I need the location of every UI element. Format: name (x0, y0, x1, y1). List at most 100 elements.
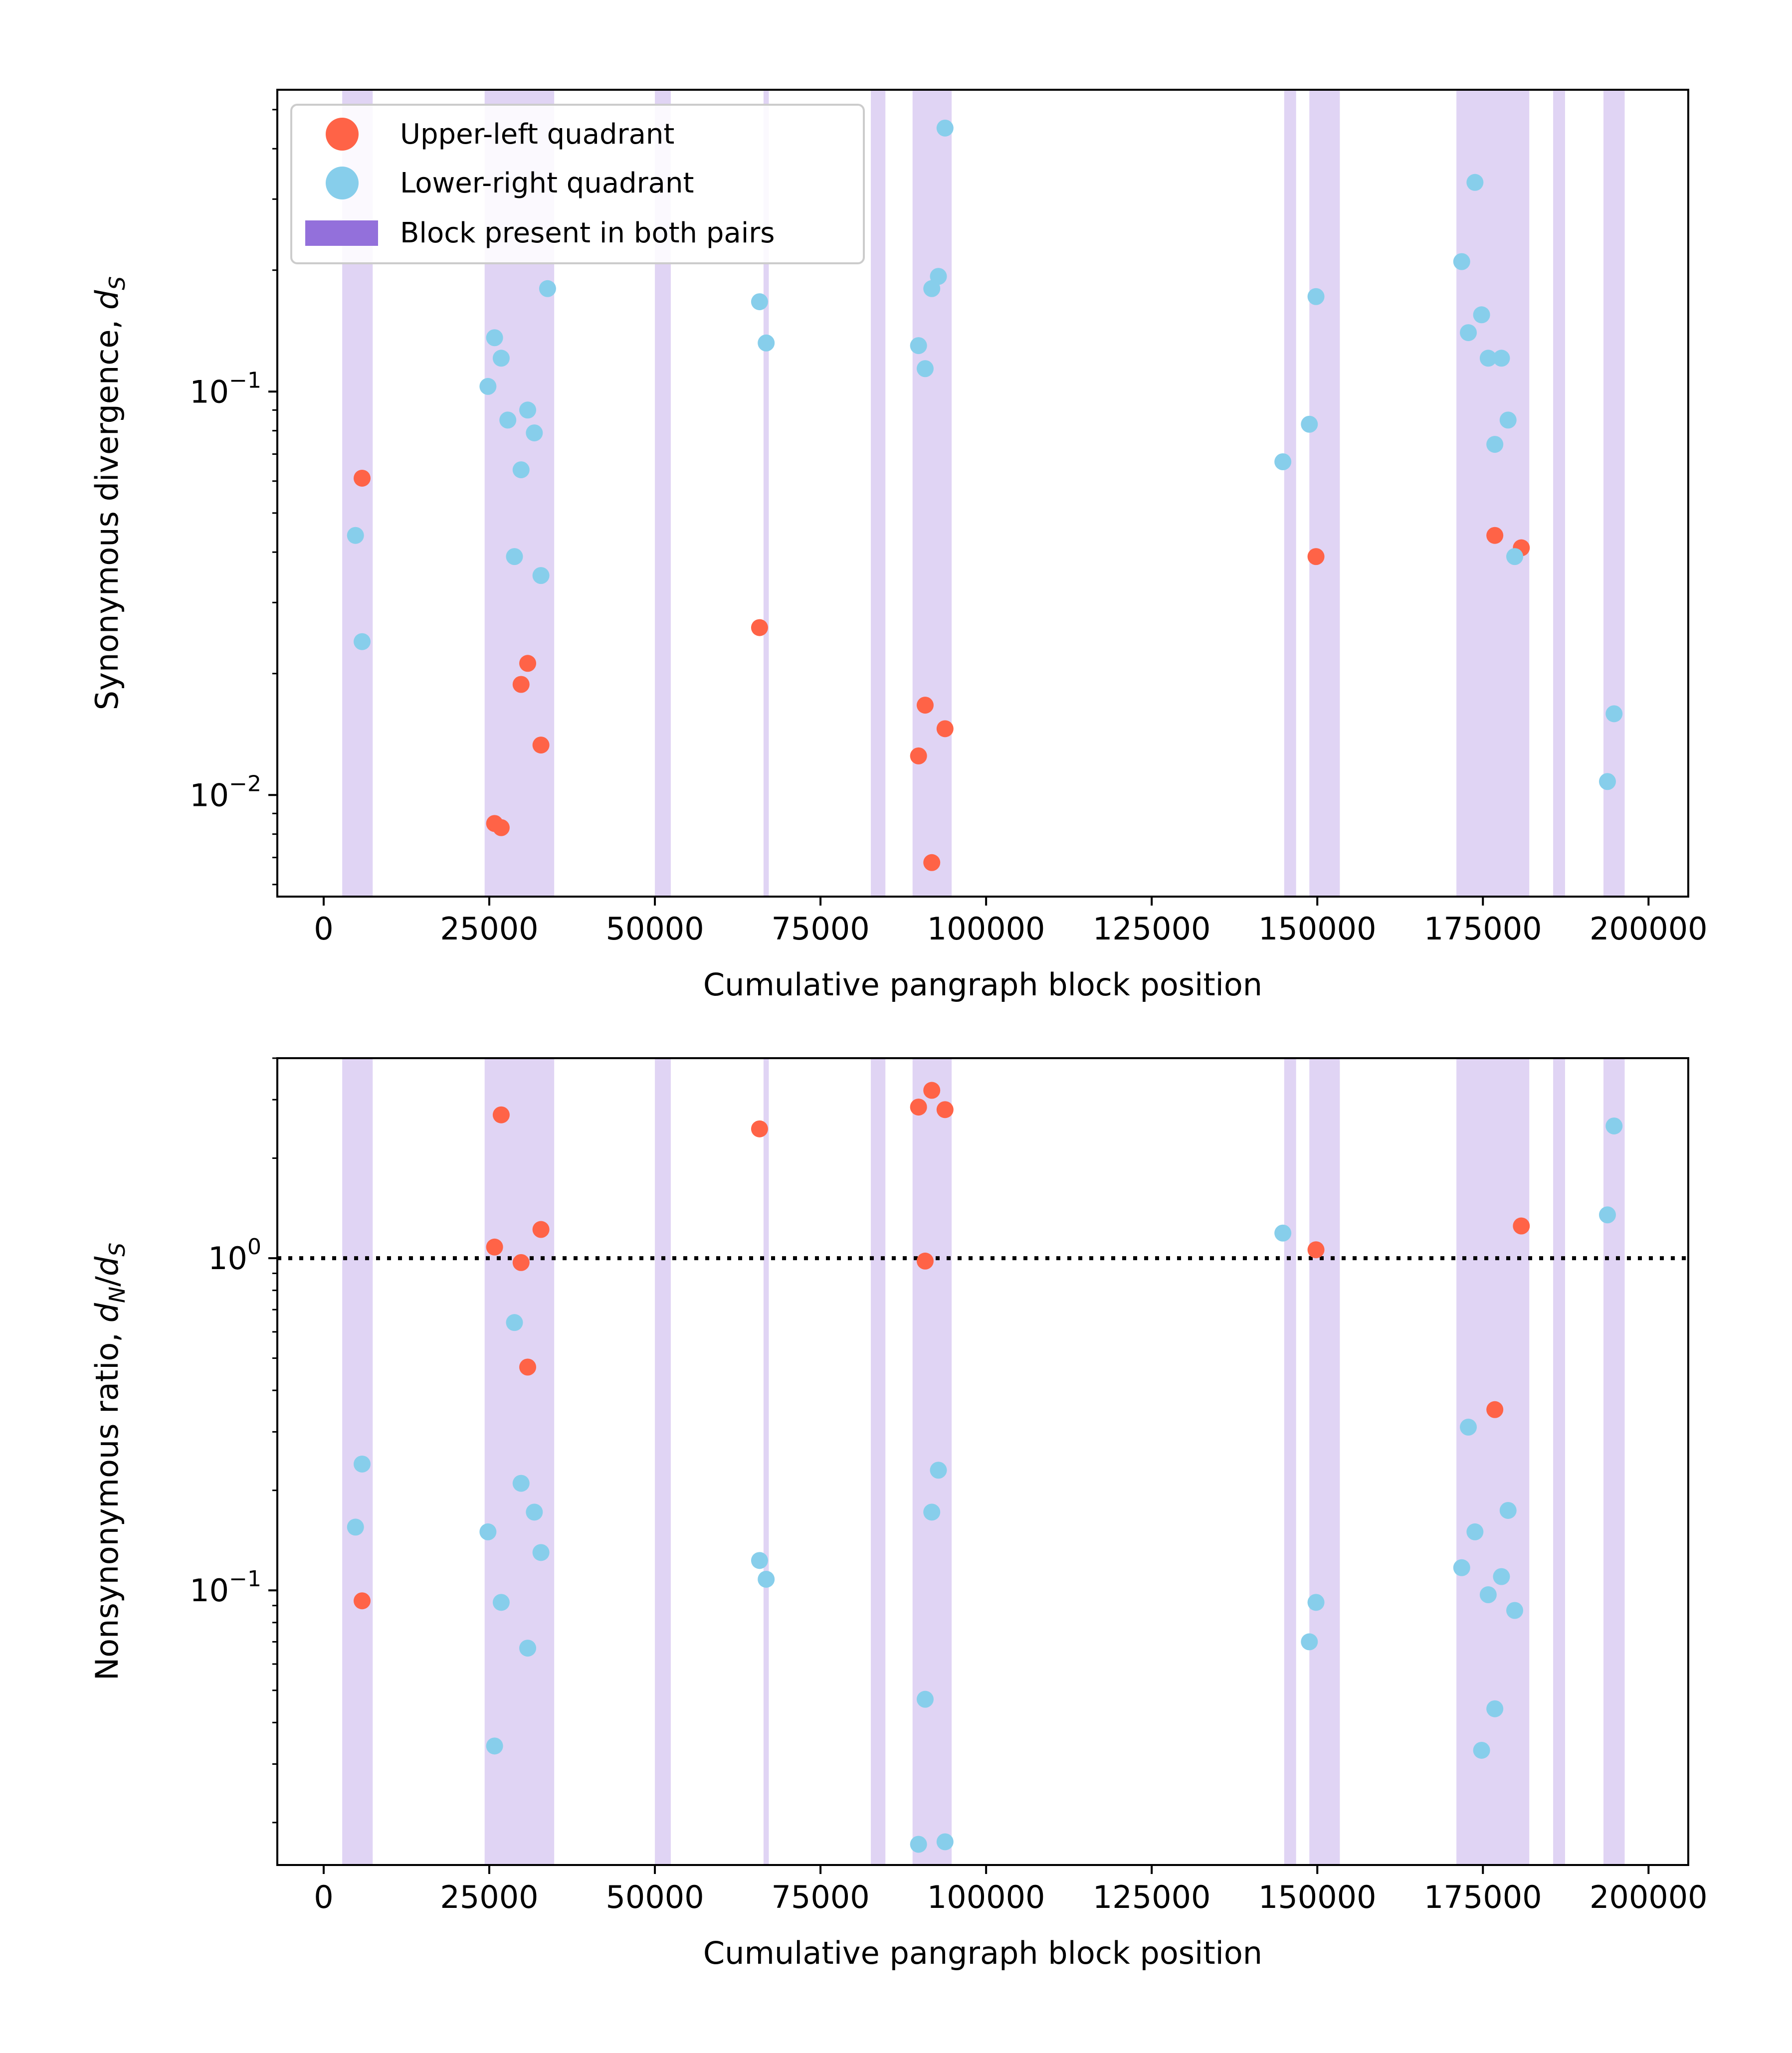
dnds-y-tick-label: 100 (208, 1234, 261, 1277)
ds-point-lower-right (1466, 174, 1484, 191)
ds-plot-frame (276, 89, 1689, 898)
ds-point-upper-left (936, 720, 954, 738)
dnds-point-lower-right (526, 1503, 543, 1521)
ds-point-upper-left (519, 655, 537, 672)
dnds-panel: 0 25000 50000 75000 100000 125000 150000 175000… (89, 1057, 1708, 1971)
dnds-shaded-block (484, 1058, 555, 1865)
ds-panel: 0 25000 50000 75000 100000 125000 150000 175000… (89, 89, 1708, 1003)
dnds-x-tick-label: 200000 (1590, 1879, 1708, 1915)
dnds-point-lower-right (936, 1833, 954, 1851)
ds-point-lower-right (1493, 350, 1510, 367)
ds-shaded-block (912, 90, 952, 897)
ds-x-tick-label: 200000 (1590, 911, 1708, 947)
legend-marker-block (305, 220, 378, 246)
ds-point-upper-left (751, 619, 768, 636)
ds-point-lower-right (1460, 324, 1477, 342)
dnds-point-upper-left (486, 1238, 503, 1256)
dnds-x-tick-label: 100000 (927, 1879, 1045, 1915)
dnds-x-tick-label: 175000 (1424, 1879, 1542, 1915)
dnds-point-lower-right (1479, 1586, 1497, 1604)
dnds-point-lower-right (1466, 1523, 1484, 1540)
dnds-point-lower-right (532, 1544, 550, 1561)
ds-point-lower-right (347, 527, 364, 544)
dnds-shaded-blocks (342, 1058, 1625, 1865)
ds-point-lower-right (751, 293, 768, 311)
dnds-x-tick-label: 150000 (1258, 1879, 1377, 1915)
ds-point-lower-right (526, 424, 543, 442)
dnds-x-tick-label: 25000 (440, 1879, 538, 1915)
dnds-point-lower-right (910, 1836, 927, 1853)
ds-point-lower-right (1598, 773, 1616, 790)
ds-x-tick-label: 100000 (927, 911, 1045, 947)
ds-point-lower-right (354, 633, 371, 650)
dnds-y-tick-label: 10−1 (190, 1566, 261, 1609)
ds-point-lower-right (758, 334, 775, 352)
dnds-point-lower-right (1598, 1206, 1616, 1224)
ds-point-lower-right (532, 567, 550, 584)
dnds-point-lower-right (479, 1523, 497, 1540)
dnds-shaded-block (871, 1058, 886, 1865)
dnds-point-upper-left (532, 1221, 550, 1238)
ds-point-upper-left (492, 819, 510, 836)
ds-y-tick-label: 10−1 (190, 368, 261, 410)
dnds-y-ticks: 10−1 100 (190, 1057, 277, 1824)
ds-point-lower-right (1486, 436, 1504, 453)
dnds-point-lower-right (354, 1455, 371, 1473)
ds-x-tick-label: 150000 (1258, 911, 1377, 947)
ds-x-axis-label: Cumulative pangraph block position (703, 966, 1262, 1003)
dnds-point-lower-right (1486, 1700, 1504, 1717)
dnds-point-lower-right (347, 1518, 364, 1536)
dnds-point-upper-left (916, 1252, 934, 1270)
dnds-shaded-block (1309, 1058, 1340, 1865)
dnds-points (347, 1082, 1623, 1853)
ds-point-lower-right (1605, 705, 1623, 723)
ds-point-lower-right (1499, 411, 1517, 429)
ds-point-upper-left (910, 747, 927, 764)
dnds-x-tick-label: 125000 (1093, 1879, 1211, 1915)
dnds-point-lower-right (519, 1640, 537, 1657)
dnds-point-upper-left (492, 1106, 510, 1123)
ds-point-lower-right (1479, 350, 1497, 367)
ds-y-tick-label: 10−2 (190, 771, 261, 813)
ds-point-lower-right (506, 548, 523, 565)
dnds-point-lower-right (506, 1314, 523, 1331)
ds-y-ticks: 10−2 10−1 (190, 109, 277, 886)
ds-point-lower-right (479, 377, 497, 395)
dnds-x-tick-label: 50000 (605, 1879, 704, 1915)
ds-point-lower-right (519, 401, 537, 419)
dnds-point-lower-right (1493, 1568, 1510, 1585)
ds-point-lower-right (499, 411, 517, 429)
dnds-point-lower-right (923, 1503, 941, 1521)
ds-points (347, 119, 1623, 871)
dnds-point-upper-left (1307, 1241, 1325, 1259)
dnds-point-lower-right (1274, 1224, 1292, 1242)
ds-point-lower-right (930, 268, 947, 285)
dnds-point-lower-right (1453, 1559, 1470, 1576)
dnds-point-upper-left (923, 1082, 941, 1099)
legend-label-upper-left: Upper-left quadrant (400, 118, 674, 151)
legend-label-lower-right: Lower-right quadrant (400, 167, 694, 199)
legend-marker-lower-right (326, 167, 359, 199)
ds-point-lower-right (910, 337, 927, 355)
dnds-point-lower-right (1460, 1418, 1477, 1436)
dnds-point-lower-right (751, 1552, 768, 1569)
dnds-point-lower-right (1499, 1501, 1517, 1519)
ds-point-lower-right (1506, 548, 1524, 565)
dnds-point-lower-right (916, 1690, 934, 1708)
ds-x-tick-label: 50000 (605, 911, 704, 947)
dnds-x-tick-label: 0 (314, 1879, 333, 1915)
ds-point-lower-right (1453, 253, 1470, 270)
dnds-point-lower-right (486, 1737, 503, 1755)
ds-point-lower-right (1301, 415, 1318, 433)
dnds-shaded-block (1284, 1058, 1296, 1865)
legend-marker-upper-left (326, 118, 359, 151)
ds-x-tick-label: 75000 (771, 911, 869, 947)
dnds-plot-frame (276, 1057, 1689, 1866)
dnds-shaded-block (1553, 1058, 1565, 1865)
legend-frame (290, 104, 865, 264)
legend-label-block: Block present in both pairs (400, 217, 775, 249)
dnds-point-lower-right (1506, 1602, 1524, 1619)
dnds-point-lower-right (1605, 1117, 1623, 1134)
ds-point-lower-right (539, 280, 556, 297)
